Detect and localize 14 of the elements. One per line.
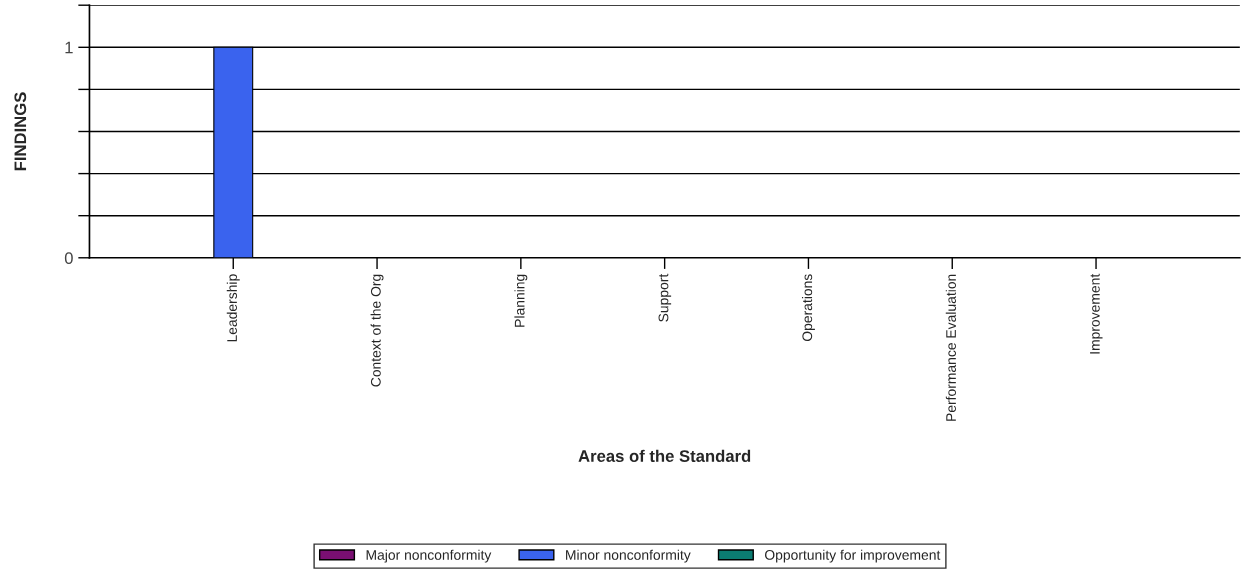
legend-label: Major nonconformity <box>366 549 492 563</box>
x-axis-title: Areas of the Standard <box>578 449 751 462</box>
x-tick-label: Performance Evaluation <box>945 274 956 421</box>
y-tick-label: 0 <box>64 252 73 264</box>
y-axis-title: FINDINGS <box>14 92 27 171</box>
x-tick-label: Context of the Org <box>370 274 384 387</box>
x-tick-label: Operations <box>801 274 815 342</box>
x-tick-label: Improvement <box>1090 273 1103 354</box>
x-tick-label: Planning <box>514 274 528 327</box>
x-tick-label: Support <box>658 273 672 322</box>
y-tick-label: 1 <box>65 41 73 54</box>
x-tick-label: Leadership <box>226 274 240 342</box>
legend-label: Minor nonconformity <box>566 549 691 563</box>
legend-label: Opportunity for improvement <box>765 549 941 563</box>
